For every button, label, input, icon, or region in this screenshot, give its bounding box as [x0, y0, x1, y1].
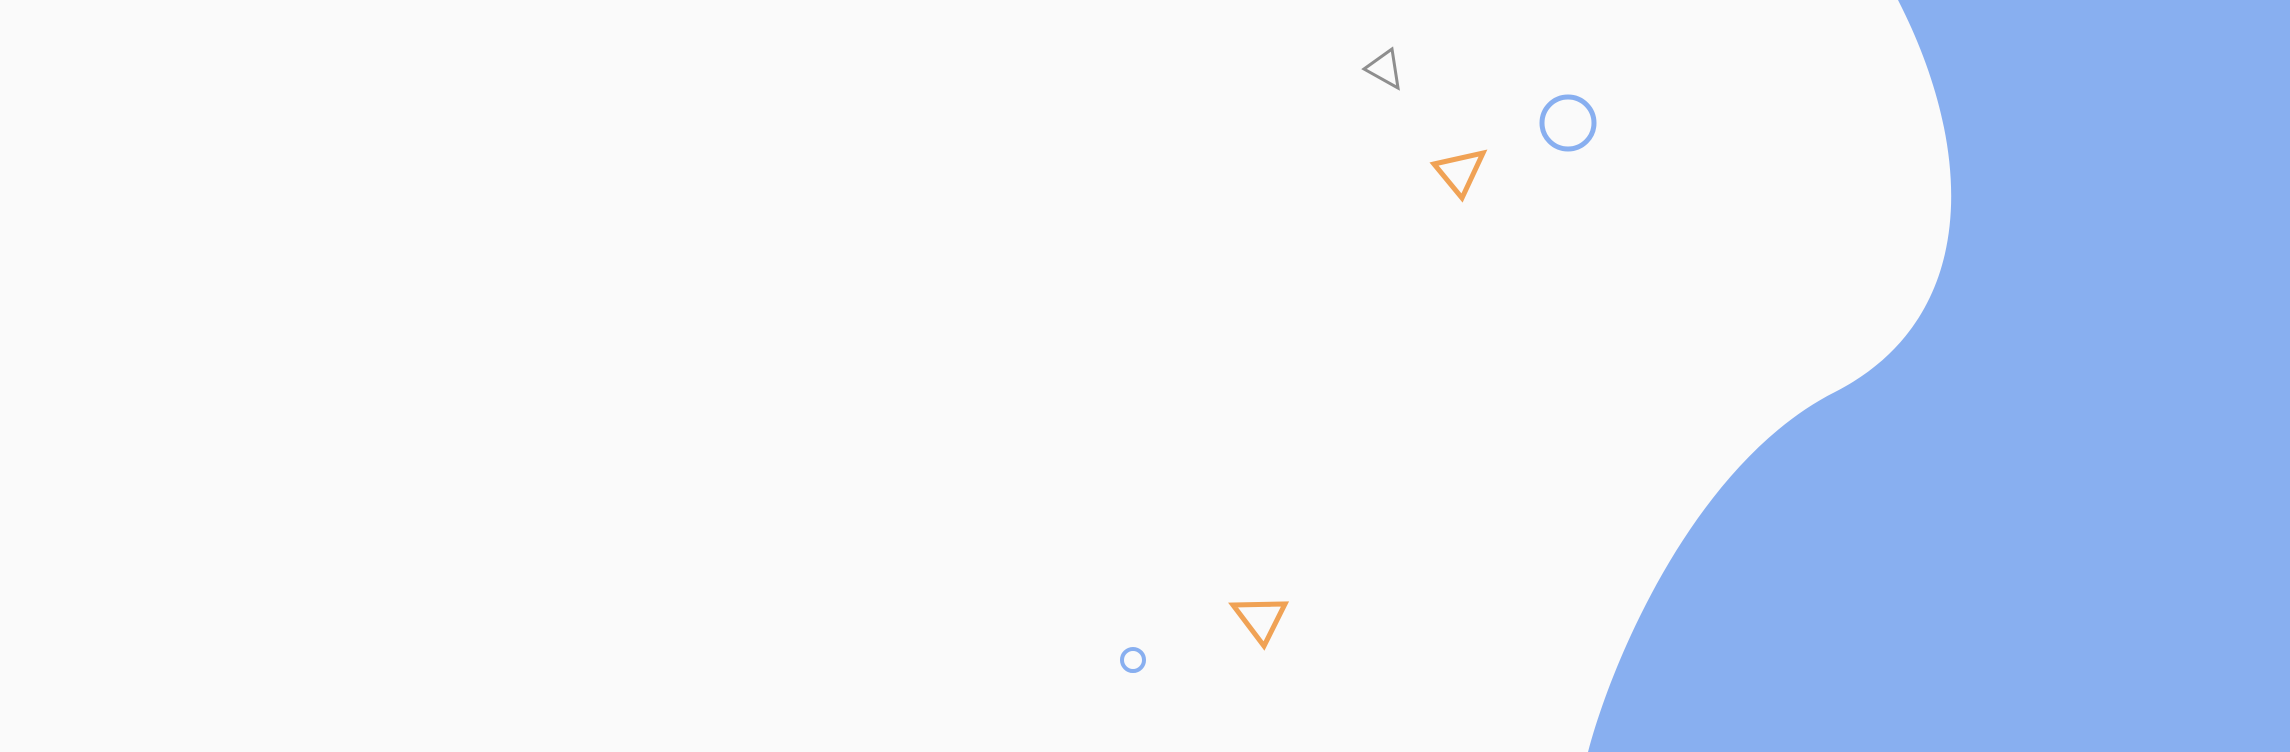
blue-ring-large-icon — [1539, 94, 1597, 152]
orange-triangle-bottom-icon — [1228, 601, 1290, 651]
orange-triangle-top-icon — [1429, 149, 1488, 203]
blue-ring-small-icon — [1120, 647, 1146, 673]
blue-blob-shape — [1588, 0, 2290, 752]
gray-triangle-outline-icon — [1361, 46, 1400, 91]
